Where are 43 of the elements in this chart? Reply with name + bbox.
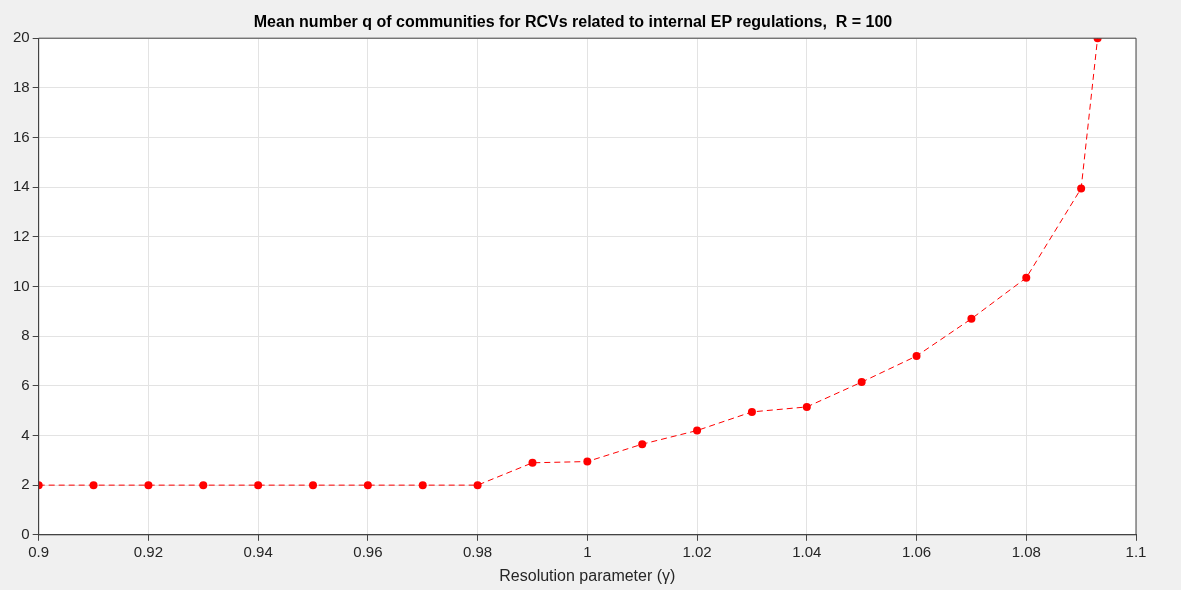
y-tick-label: 4 bbox=[21, 425, 30, 443]
x-tick-label: 0.98 bbox=[463, 542, 493, 560]
y-tick-label: 18 bbox=[13, 78, 30, 95]
x-tick-label: 1.04 bbox=[792, 542, 822, 560]
point bbox=[638, 440, 647, 449]
x-tick-label: 0.96 bbox=[353, 542, 383, 560]
x-axis-title: Resolution parameter (γ) bbox=[499, 566, 676, 584]
point bbox=[418, 481, 427, 490]
point bbox=[254, 481, 263, 490]
y-tick-label: 6 bbox=[21, 375, 30, 393]
chart-title: Mean number q of communities for RCVs related to internal EP regulations, R = 100 bbox=[253, 13, 893, 31]
y-tick-label: 8 bbox=[21, 326, 30, 344]
x-tick-label: 1.06 bbox=[901, 542, 932, 560]
point bbox=[583, 457, 592, 466]
y-tick-label: 12 bbox=[13, 226, 30, 244]
point bbox=[144, 481, 153, 490]
point bbox=[967, 314, 976, 323]
x-tick-label: 1.1 bbox=[1125, 542, 1147, 560]
point bbox=[1077, 184, 1086, 193]
x-tick-label: 1.02 bbox=[682, 542, 712, 560]
y-tick-label: 14 bbox=[13, 177, 30, 195]
point bbox=[199, 481, 208, 490]
point bbox=[802, 402, 811, 411]
point bbox=[693, 426, 702, 435]
y-tick-label: 16 bbox=[13, 127, 30, 145]
point bbox=[912, 352, 921, 361]
x-tick-label: 1.08 bbox=[1011, 542, 1041, 560]
x-tick-label: 0.92 bbox=[133, 542, 164, 560]
point bbox=[309, 481, 318, 490]
point bbox=[747, 407, 756, 416]
y-tick-label: 10 bbox=[13, 276, 30, 294]
x-tick-label: 1 bbox=[583, 542, 592, 560]
point bbox=[857, 378, 866, 387]
x-tick-label: 0.94 bbox=[243, 542, 273, 560]
point bbox=[89, 481, 98, 490]
y-tick-label: 2 bbox=[21, 475, 30, 493]
y-tick-label: 20 bbox=[13, 28, 30, 46]
point bbox=[363, 481, 372, 490]
point bbox=[473, 481, 482, 490]
y-tick-label: 0 bbox=[21, 524, 30, 542]
point bbox=[1022, 273, 1031, 282]
x-tick-label: 0.9 bbox=[28, 542, 50, 560]
point bbox=[528, 458, 537, 467]
